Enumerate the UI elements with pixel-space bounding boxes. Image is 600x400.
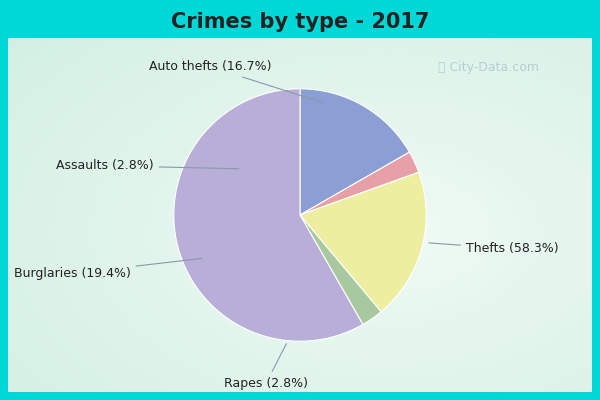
Circle shape xyxy=(228,136,547,330)
Circle shape xyxy=(86,50,600,400)
Circle shape xyxy=(104,61,600,400)
Circle shape xyxy=(343,206,432,260)
Circle shape xyxy=(59,34,600,400)
Circle shape xyxy=(24,12,600,400)
Circle shape xyxy=(334,200,441,265)
Circle shape xyxy=(352,211,423,254)
Circle shape xyxy=(308,184,467,281)
Circle shape xyxy=(121,71,600,394)
Circle shape xyxy=(254,152,521,313)
Circle shape xyxy=(157,93,600,372)
Circle shape xyxy=(237,141,539,324)
Circle shape xyxy=(139,82,600,383)
Circle shape xyxy=(6,2,600,400)
Circle shape xyxy=(184,109,592,356)
Circle shape xyxy=(299,179,476,286)
Circle shape xyxy=(130,77,600,389)
Circle shape xyxy=(361,216,414,249)
Circle shape xyxy=(112,66,600,399)
Circle shape xyxy=(148,88,600,378)
Circle shape xyxy=(219,130,556,335)
Wedge shape xyxy=(300,172,426,312)
Circle shape xyxy=(175,104,600,362)
Text: Auto thefts (16.7%): Auto thefts (16.7%) xyxy=(149,60,325,103)
Wedge shape xyxy=(300,89,409,215)
Circle shape xyxy=(379,227,397,238)
Text: Assaults (2.8%): Assaults (2.8%) xyxy=(56,159,239,172)
Circle shape xyxy=(201,120,574,346)
Text: Rapes (2.8%): Rapes (2.8%) xyxy=(224,344,308,390)
Wedge shape xyxy=(300,215,381,324)
Circle shape xyxy=(41,23,600,400)
Text: ⓘ City-Data.com: ⓘ City-Data.com xyxy=(438,62,539,74)
Circle shape xyxy=(50,28,600,400)
Circle shape xyxy=(68,39,600,400)
Circle shape xyxy=(210,125,565,340)
Circle shape xyxy=(326,195,450,270)
Circle shape xyxy=(281,168,494,297)
Circle shape xyxy=(95,55,600,400)
Circle shape xyxy=(272,163,503,303)
Circle shape xyxy=(290,174,485,292)
Circle shape xyxy=(15,7,600,400)
Circle shape xyxy=(32,18,600,400)
Text: Thefts (58.3%): Thefts (58.3%) xyxy=(429,242,559,255)
Circle shape xyxy=(245,147,530,319)
Circle shape xyxy=(263,158,512,308)
Circle shape xyxy=(370,222,406,244)
Circle shape xyxy=(193,114,583,351)
Wedge shape xyxy=(300,152,419,215)
Text: Crimes by type - 2017: Crimes by type - 2017 xyxy=(171,12,429,32)
Wedge shape xyxy=(174,89,363,341)
Circle shape xyxy=(77,44,600,400)
Circle shape xyxy=(317,190,458,276)
Circle shape xyxy=(166,98,600,367)
Text: Burglaries (19.4%): Burglaries (19.4%) xyxy=(14,258,202,280)
